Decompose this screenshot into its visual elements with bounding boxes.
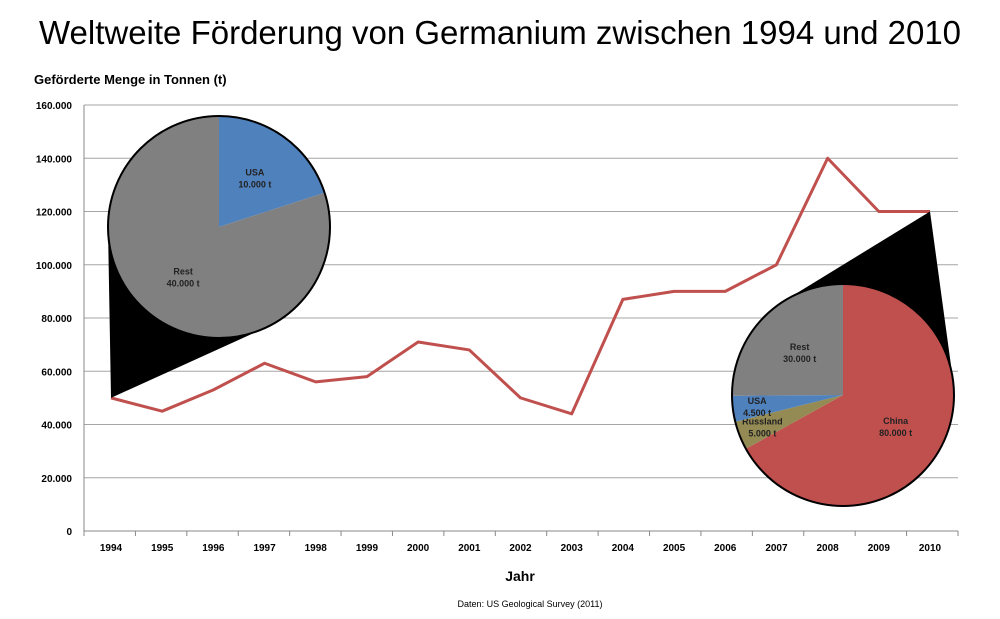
x-tick-label: 2001 xyxy=(458,543,481,554)
pie-slice xyxy=(745,284,954,506)
x-tick-label: 1996 xyxy=(202,543,225,554)
pie-label-name: Rest xyxy=(173,266,193,276)
pie-label-name: Russland xyxy=(742,417,783,427)
x-tick-label: 2000 xyxy=(407,543,430,554)
x-tick-label: 1997 xyxy=(253,543,276,554)
pie-label-name: USA xyxy=(245,168,265,178)
pie-slice xyxy=(107,115,330,338)
y-tick-label: 0 xyxy=(66,527,72,538)
y-tick-label: 20.000 xyxy=(41,474,72,485)
x-tick-label: 2010 xyxy=(919,543,942,554)
pie-label-name: Rest xyxy=(790,342,810,352)
y-axis-label: Geförderte Menge in Tonnen (t) xyxy=(34,72,227,87)
pie-label-value: 10.000 t xyxy=(238,180,271,190)
pie-label-value: 80.000 t xyxy=(879,428,912,438)
pie-slice xyxy=(735,395,843,449)
x-tick-label: 2003 xyxy=(561,543,584,554)
y-tick-label: 40.000 xyxy=(41,421,72,432)
y-tick-label: 120.000 xyxy=(36,208,73,219)
chart-title: Weltweite Förderung von Germanium zwisch… xyxy=(38,14,962,51)
y-tick-label: 160.000 xyxy=(36,101,73,112)
pie-label-name: China xyxy=(883,416,909,426)
y-tick-label: 100.000 xyxy=(36,261,73,272)
y-tick-label: 80.000 xyxy=(41,314,72,325)
source-note: Daten: US Geological Survey (2011) xyxy=(457,599,603,609)
x-tick-label: 2005 xyxy=(663,543,686,554)
x-axis-label: Jahr xyxy=(505,568,535,584)
pie-label-value: 30.000 t xyxy=(783,354,816,364)
x-tick-label: 2008 xyxy=(817,543,840,554)
data-line xyxy=(110,156,930,416)
y-tick-label: 140.000 xyxy=(36,154,73,165)
pie-label-value: 40.000 t xyxy=(167,278,200,288)
pie-slice xyxy=(732,395,843,422)
x-tick-label: 2002 xyxy=(509,543,532,554)
x-tick-label: 1994 xyxy=(100,543,123,554)
pie-outline xyxy=(107,115,331,339)
pie-label-value: 4.500 t xyxy=(743,408,771,418)
y-tick-label: 60.000 xyxy=(41,367,72,378)
x-tick-label: 2006 xyxy=(714,543,737,554)
x-tick-label: 1998 xyxy=(305,543,328,554)
pie-label-value: 5.000 t xyxy=(748,429,776,439)
x-tick-label: 1999 xyxy=(356,543,379,554)
pie-slice xyxy=(219,116,325,227)
pie-outline xyxy=(731,283,955,507)
x-tick-label: 2007 xyxy=(765,543,788,554)
x-tick-label: 2009 xyxy=(868,543,891,554)
pie-label-name: USA xyxy=(748,396,768,406)
x-tick-label: 2004 xyxy=(612,543,635,554)
x-tick-label: 1995 xyxy=(151,543,174,554)
pie-slice xyxy=(732,284,843,396)
